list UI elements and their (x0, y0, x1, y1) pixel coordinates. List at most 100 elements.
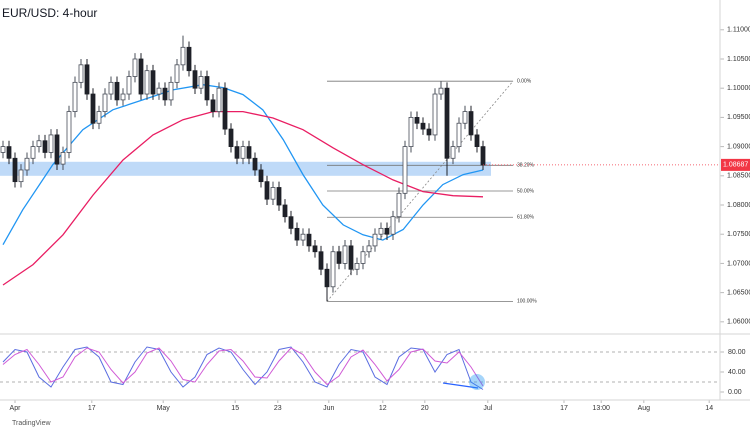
candle-body (216, 87, 222, 112)
candle-body (42, 140, 48, 153)
oscillator-tick-label: 40.00 (728, 369, 746, 376)
candle-body (60, 152, 66, 165)
candle-body (204, 76, 210, 101)
y-tick-label: 1.10000 (727, 85, 750, 92)
y-tick-label: 1.06500 (727, 289, 750, 296)
candle-body (108, 81, 114, 95)
candle-body (156, 87, 162, 95)
candle-body (426, 128, 432, 136)
candle-body (120, 93, 126, 101)
candle-body (114, 81, 120, 101)
support-zone (0, 161, 491, 176)
candle-body (246, 146, 252, 159)
candle-body (0, 146, 6, 153)
fib-label: 61.80% (517, 215, 535, 221)
chart-title: EUR/USD: 4-hour (2, 6, 97, 20)
candle-body (210, 99, 216, 112)
x-tick-label: Aug (638, 405, 651, 412)
candle-body (54, 134, 60, 165)
candle-body (294, 227, 300, 241)
candle-body (258, 169, 264, 183)
x-tick-label: 23 (274, 405, 282, 412)
candle-body (282, 204, 288, 218)
candle-body (342, 245, 348, 264)
x-tick-label: 12 (379, 405, 387, 412)
oscillator-line (2, 346, 484, 390)
candle-body (270, 187, 276, 200)
candle-body (456, 122, 462, 148)
candle-body (162, 87, 168, 101)
last-price-tag (721, 158, 750, 171)
candle-body (462, 111, 468, 124)
candle-body (234, 146, 240, 159)
last-price-label: 1.08687 (723, 162, 748, 169)
candle-body (96, 111, 102, 124)
y-tick-label: 1.11000 (727, 27, 750, 34)
oscillator-line (2, 347, 484, 387)
candle-body (468, 111, 474, 136)
candle-body (144, 70, 150, 95)
candle-body (126, 76, 132, 95)
oscillator-tick-label: 0.00 (728, 389, 742, 396)
x-tick-label: 15 (231, 405, 239, 412)
candle-body (252, 157, 258, 171)
candle-body (330, 251, 336, 288)
candle-body (360, 251, 366, 264)
candle-body (30, 146, 36, 159)
candle-body (264, 181, 270, 200)
x-tick-label: Jul (483, 405, 492, 412)
candle-body (288, 216, 294, 229)
x-tick-label: Apr (10, 405, 22, 412)
candle-body (222, 87, 228, 130)
candle-body (12, 157, 18, 183)
fib-label: 100.00% (517, 299, 537, 305)
candle-body (186, 46, 192, 72)
fib-label: 38.20% (517, 163, 535, 169)
fib-label: 50.00% (517, 188, 535, 194)
candle-body (150, 70, 156, 95)
candle-body (198, 76, 204, 89)
x-tick-label: 17 (560, 405, 568, 412)
candle-body (24, 157, 30, 171)
candle-body (36, 140, 42, 148)
candle-body (372, 233, 378, 247)
x-tick-label: 20 (421, 405, 429, 412)
candle-body (138, 58, 144, 95)
candle-body (384, 227, 390, 235)
y-tick-label: 1.06000 (727, 319, 750, 326)
candle-body (276, 187, 282, 206)
candle-body (66, 111, 72, 153)
candle-body (300, 233, 306, 241)
candle-body (168, 81, 174, 101)
candle-body (6, 146, 12, 159)
candle-body (228, 128, 234, 148)
candle-body (84, 64, 90, 95)
y-tick-label: 1.10500 (727, 56, 750, 63)
candle-body (240, 146, 246, 159)
candle-body (420, 122, 426, 130)
candle-body (318, 251, 324, 270)
y-tick-label: 1.08000 (727, 202, 750, 209)
x-tick-label: Jun (323, 405, 334, 412)
candle-body (78, 64, 84, 83)
candle-body (72, 81, 78, 112)
candle-body (438, 87, 444, 95)
divergence-line (442, 382, 479, 389)
y-tick-label: 1.07000 (727, 260, 750, 267)
candle-body (390, 216, 396, 235)
x-tick-label: 17 (88, 405, 96, 412)
candle-body (312, 245, 318, 253)
divergence-highlight (469, 374, 485, 390)
candle-body (444, 87, 450, 159)
candle-body (366, 245, 372, 253)
candle-body (474, 134, 480, 148)
x-tick-label: May (157, 405, 171, 412)
candle-body (18, 169, 24, 183)
candle-body (192, 70, 198, 89)
candle-body (174, 64, 180, 83)
candle-body (348, 245, 354, 270)
x-tick-label: 13:00 (592, 405, 610, 412)
candle-body (306, 233, 312, 247)
